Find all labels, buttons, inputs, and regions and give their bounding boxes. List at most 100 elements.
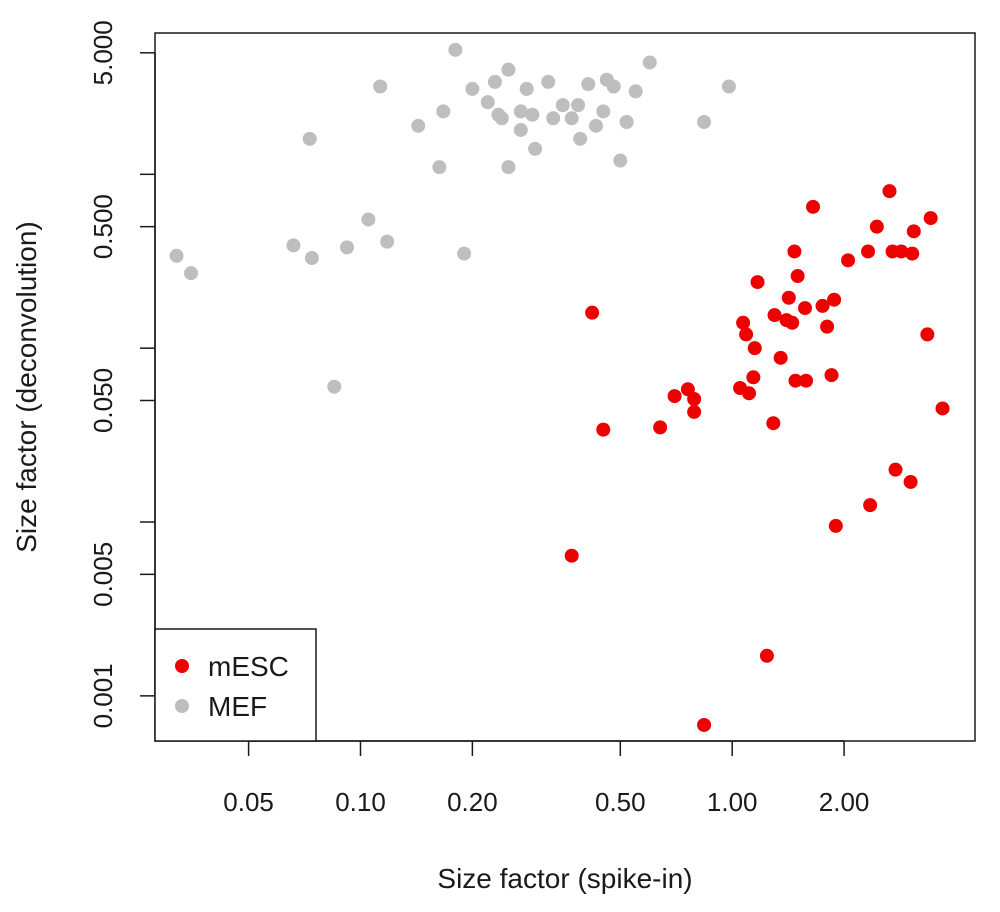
point-mef bbox=[304, 251, 319, 266]
point-mesc bbox=[585, 305, 600, 320]
point-mesc bbox=[759, 648, 774, 663]
point-mef bbox=[302, 131, 317, 146]
point-mef bbox=[501, 160, 516, 175]
point-mef bbox=[465, 81, 480, 96]
x-tick-label: 1.00 bbox=[707, 787, 758, 817]
point-mef bbox=[541, 74, 556, 89]
point-mef bbox=[487, 74, 502, 89]
point-mef bbox=[613, 153, 628, 168]
point-mef bbox=[721, 79, 736, 94]
point-mef bbox=[525, 107, 540, 122]
point-mef bbox=[596, 104, 611, 119]
point-mesc bbox=[653, 420, 668, 435]
point-mesc bbox=[923, 211, 938, 226]
x-axis-title: Size factor (spike-in) bbox=[437, 863, 692, 894]
point-mef bbox=[457, 246, 472, 261]
point-mesc bbox=[750, 275, 765, 290]
legend-box bbox=[154, 628, 317, 742]
legend-marker-mesc bbox=[175, 659, 189, 673]
data-points bbox=[169, 42, 950, 732]
point-mef bbox=[380, 234, 395, 249]
point-mesc bbox=[596, 422, 611, 437]
y-tick-label: 0.005 bbox=[88, 542, 118, 607]
point-mesc bbox=[781, 290, 796, 305]
point-mesc bbox=[766, 416, 781, 431]
point-mesc bbox=[788, 373, 803, 388]
point-mef bbox=[169, 248, 184, 263]
point-mesc bbox=[742, 386, 757, 401]
x-tick-label: 0.10 bbox=[335, 787, 386, 817]
point-mesc bbox=[806, 199, 821, 214]
point-mesc bbox=[894, 244, 909, 259]
point-mesc bbox=[697, 717, 712, 732]
point-mef bbox=[555, 98, 570, 113]
point-mesc bbox=[905, 246, 920, 261]
point-mef bbox=[528, 141, 543, 156]
point-mef bbox=[184, 266, 199, 281]
point-mesc bbox=[882, 184, 897, 199]
point-mesc bbox=[820, 319, 835, 334]
point-mesc bbox=[564, 548, 579, 563]
point-mesc bbox=[815, 298, 830, 313]
point-mef bbox=[436, 104, 451, 119]
point-mef bbox=[619, 114, 634, 129]
x-tick-label: 0.20 bbox=[447, 787, 498, 817]
y-tick-label: 0.500 bbox=[88, 194, 118, 259]
point-mef bbox=[697, 114, 712, 129]
x-tick-label: 2.00 bbox=[819, 787, 870, 817]
point-mesc bbox=[773, 350, 788, 365]
x-axis: 0.05 0.10 0.20 0.50 1.00 2.00 bbox=[223, 740, 870, 817]
point-mesc bbox=[903, 474, 918, 489]
point-mef bbox=[480, 95, 495, 110]
point-mesc bbox=[798, 301, 813, 316]
point-mesc bbox=[906, 224, 921, 239]
y-axis: 0.001 0.005 0.050 0.500 5.000 bbox=[88, 20, 156, 728]
point-mesc bbox=[863, 498, 878, 513]
point-mef bbox=[573, 131, 588, 146]
point-mesc bbox=[920, 327, 935, 342]
point-mef bbox=[519, 81, 534, 96]
point-mef bbox=[513, 122, 528, 137]
point-mef bbox=[411, 118, 426, 133]
point-mesc bbox=[799, 373, 814, 388]
y-axis-title: Size factor (deconvolution) bbox=[11, 221, 42, 553]
point-mesc bbox=[746, 370, 761, 385]
point-mesc bbox=[841, 253, 856, 268]
point-mef bbox=[340, 240, 355, 255]
point-mef bbox=[606, 79, 621, 94]
point-mesc bbox=[739, 327, 754, 342]
point-mesc bbox=[736, 315, 751, 330]
legend-label-mesc: mESC bbox=[208, 651, 289, 682]
y-tick-label: 0.001 bbox=[88, 663, 118, 728]
point-mef bbox=[286, 238, 301, 253]
point-mef bbox=[546, 111, 561, 126]
point-mef bbox=[432, 160, 447, 175]
point-mef bbox=[571, 98, 586, 113]
point-mef bbox=[628, 84, 643, 99]
point-mesc bbox=[787, 244, 802, 259]
point-mesc bbox=[824, 368, 839, 383]
x-tick-label: 0.05 bbox=[223, 787, 274, 817]
point-mef bbox=[448, 42, 463, 57]
point-mef bbox=[581, 77, 596, 92]
point-mesc bbox=[861, 244, 876, 259]
point-mesc bbox=[869, 219, 884, 234]
point-mesc bbox=[767, 308, 782, 323]
point-mef bbox=[501, 62, 516, 77]
point-mesc bbox=[888, 462, 903, 477]
point-mef bbox=[373, 79, 388, 94]
point-mesc bbox=[747, 341, 762, 356]
point-mef bbox=[642, 55, 657, 70]
point-mef bbox=[494, 111, 509, 126]
point-mef bbox=[588, 118, 603, 133]
legend-marker-mef bbox=[175, 699, 189, 713]
y-tick-label: 5.000 bbox=[88, 20, 118, 85]
point-mesc bbox=[935, 401, 950, 416]
point-mesc bbox=[827, 292, 842, 307]
point-mesc bbox=[790, 269, 805, 284]
point-mesc bbox=[785, 315, 800, 330]
x-tick-label: 0.50 bbox=[595, 787, 646, 817]
point-mesc bbox=[687, 404, 702, 419]
point-mef bbox=[327, 379, 342, 394]
